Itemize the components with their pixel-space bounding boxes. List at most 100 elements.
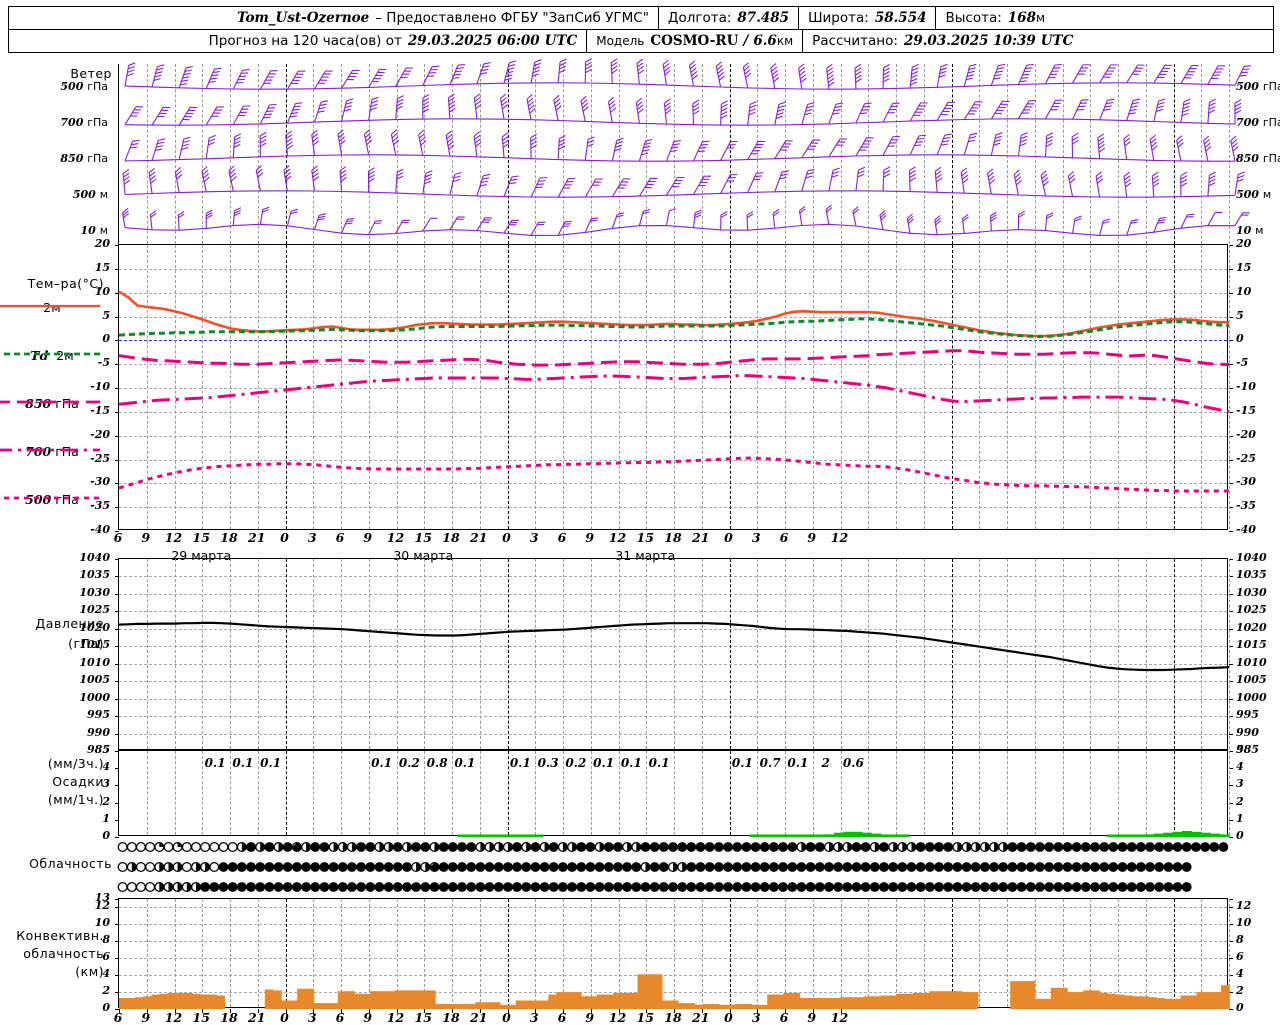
temperature-ytick-left: -25 — [62, 452, 110, 465]
cloud-octa-symbol — [155, 863, 164, 872]
cloud-octa-symbol — [705, 883, 714, 892]
cloud-octa-symbol — [1173, 863, 1182, 872]
time-tick-label-bottom: 0 — [280, 1010, 289, 1025]
cloud-octa-symbol — [256, 863, 265, 872]
convective-cloud-bar — [954, 991, 963, 1009]
convective-cloud-bar — [403, 990, 412, 1009]
cloud-octa-symbol — [834, 843, 843, 852]
pressure-ytick-right: 1035 — [1236, 568, 1267, 581]
cloud-octa-symbol — [981, 863, 990, 872]
cloud-octa-symbol — [1155, 863, 1164, 872]
wind-barb — [423, 171, 433, 194]
wind-barb — [775, 171, 789, 192]
wind-barb — [937, 134, 951, 155]
wind-level-label-left-3: 500 м — [0, 188, 108, 201]
wind-barb — [1073, 65, 1090, 83]
temperature-ytick-right: 15 — [1236, 261, 1251, 274]
wind-barb — [961, 168, 968, 193]
cloud-octa-symbol — [522, 863, 531, 872]
temperature-ytick-right: -5 — [1236, 356, 1248, 369]
convective-cloud-bar — [775, 995, 784, 1009]
cloud-octa-symbol — [439, 863, 448, 872]
cloud-octa-symbol — [751, 863, 760, 872]
cloud-octa-symbol — [889, 863, 898, 872]
cloud-octa-symbol — [650, 843, 659, 852]
time-tick-label-bottom: 12 — [387, 1010, 404, 1025]
latitude-cell: Широта: 58.554 — [799, 10, 935, 26]
temperature-ytick-left: -10 — [62, 380, 110, 393]
convective-cloud-bar — [557, 992, 566, 1009]
time-tick-label-bottom: 18 — [220, 1010, 237, 1025]
convective-cloud-bar — [1067, 992, 1076, 1009]
cloud-octa-symbol — [228, 883, 237, 892]
cloud-octa-symbol — [1137, 883, 1146, 892]
cloud-octa-symbol — [614, 883, 623, 892]
pressure-ytick-right: 990 — [1236, 726, 1259, 739]
cloud-octa-symbol — [935, 883, 944, 892]
pressure-ytick-left: 1030 — [52, 586, 110, 599]
convective-cloud-bar — [160, 994, 169, 1009]
cloud-octa-symbol — [219, 863, 228, 872]
cloud-octa-symbol — [522, 883, 531, 892]
cloud-octa-symbol — [880, 863, 889, 872]
cloud-octa-symbol — [604, 863, 613, 872]
convective-cloud-bar — [1116, 995, 1125, 1009]
cloud-octa-symbol — [1091, 883, 1100, 892]
cloud-octa-symbol — [760, 843, 769, 852]
convective-cloud-bar — [532, 1001, 541, 1010]
wind-barb — [531, 222, 545, 235]
wind-barb — [558, 222, 572, 236]
wind-barb — [1150, 135, 1157, 160]
convective-cloud-bar — [476, 1002, 485, 1009]
convective-cloud-bar — [824, 998, 833, 1009]
cloud-octa-symbol — [687, 863, 696, 872]
wind-barb — [663, 60, 670, 85]
wind-barb — [988, 169, 995, 194]
convective-ytick-left: 10 — [80, 916, 110, 929]
cloud-octa-symbol — [1081, 863, 1090, 872]
time-tick-label: 15 — [415, 530, 432, 545]
cloud-octa-symbol — [155, 843, 164, 852]
wind-barb — [883, 167, 890, 191]
wind-barb — [910, 103, 927, 121]
wind-barb — [287, 209, 297, 226]
cloud-octa-symbol — [265, 883, 274, 892]
cloud-octa-symbol — [375, 863, 384, 872]
convective-cloud-bar — [484, 1002, 493, 1009]
wind-barb — [1045, 133, 1052, 157]
convective-cloud-bar — [208, 995, 217, 1009]
cloud-octa-symbol — [412, 883, 421, 892]
cloud-octa-symbol — [870, 863, 879, 872]
wind-barb — [125, 63, 135, 86]
cloud-octa-symbol — [127, 863, 136, 872]
cloud-octa-symbol — [348, 883, 357, 892]
cloud-octa-symbol — [1072, 863, 1081, 872]
wind-barb — [256, 166, 263, 191]
wind-barb — [1073, 100, 1089, 119]
cloud-octa-symbol — [522, 843, 531, 852]
wind-barb — [1041, 171, 1048, 196]
time-tick-label-bottom: 18 — [664, 1010, 681, 1025]
wind-barb — [1018, 101, 1036, 119]
wind-barb — [1018, 133, 1027, 156]
wind-barb — [342, 218, 355, 233]
time-tick-label: 21 — [248, 530, 265, 545]
header-row-station: Tom_Ust-Ozernoe – Предоставлено ФГБУ "За… — [9, 7, 1273, 29]
cloud-octa-symbol — [293, 883, 302, 892]
wind-barb — [829, 168, 840, 191]
cloud-octa-symbol — [797, 863, 806, 872]
pressure-ytick-left: 1025 — [52, 603, 110, 616]
pressure-ytick-right: 1020 — [1236, 621, 1267, 634]
wind-barb — [1100, 219, 1110, 235]
header: Tom_Ust-Ozernoe – Предоставлено ФГБУ "За… — [8, 6, 1274, 53]
wind-barb — [450, 217, 465, 230]
cloud-octa-symbol — [806, 843, 815, 852]
cloud-octa-symbol — [430, 883, 439, 892]
pressure-ytick-right: 1000 — [1236, 691, 1267, 704]
time-tick-label: 12 — [831, 530, 848, 545]
time-tick-label-bottom: 0 — [502, 1010, 511, 1025]
precipitation-amount-label: 0.6 — [843, 756, 864, 770]
cloud-octa-symbol — [687, 883, 696, 892]
wind-barb — [501, 94, 508, 119]
